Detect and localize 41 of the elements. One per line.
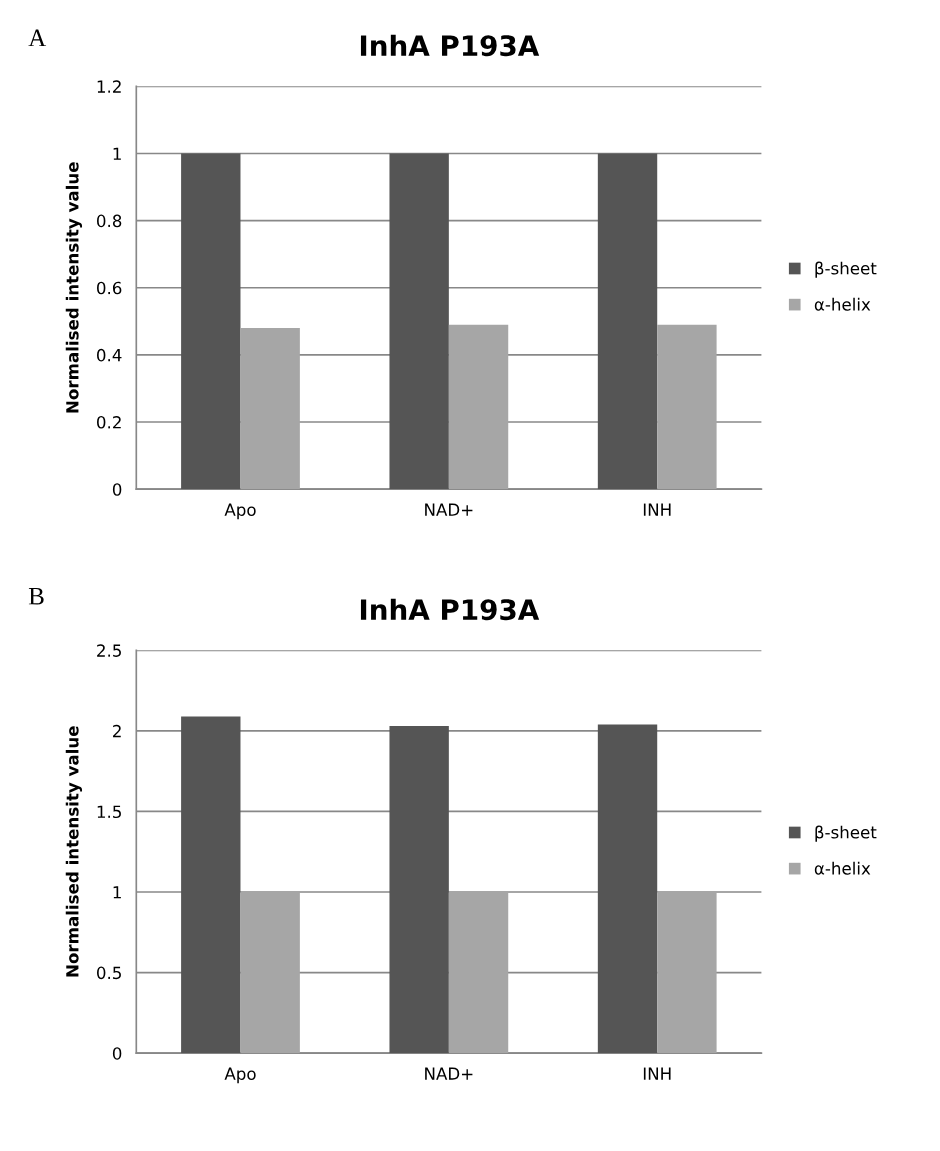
bar: [597, 153, 658, 490]
y-tick-label: 2.5: [97, 644, 121, 657]
y-tick-label: 2: [113, 724, 121, 738]
y-tick-label: 1: [113, 147, 121, 160]
x-tick-label: Apo: [224, 503, 256, 520]
y-tick-label: 0.4: [97, 348, 122, 362]
chart-title: InhA P193A: [360, 34, 540, 57]
y-tick-label: 0: [112, 483, 122, 496]
x-tick-label: Apo: [224, 1067, 256, 1084]
y-tick-label: 0.2: [97, 416, 121, 429]
y-tick-label: 1.5: [97, 805, 121, 819]
bar: [240, 328, 300, 490]
x-tick-label: INH: [643, 1067, 671, 1080]
text: B: [28, 587, 44, 605]
bar: [389, 153, 449, 490]
y-axis-title: Normalised intensity value: [65, 726, 83, 977]
bar: [657, 892, 717, 1054]
bar: [389, 726, 449, 1054]
x-tick-label: NAD+: [425, 1067, 473, 1080]
x-tick-label: NAD+: [425, 503, 473, 516]
legend-label: α-helix: [814, 861, 871, 875]
chart-title: InhA P193A: [360, 598, 540, 621]
text: A: [28, 29, 47, 47]
legend-label: α-helix: [814, 297, 871, 311]
y-tick-label: 0.6: [97, 281, 122, 295]
x-tick-label: INH: [643, 503, 671, 516]
bar: [448, 324, 509, 490]
legend-label: β-sheet: [815, 261, 877, 278]
bar: [657, 324, 717, 490]
legend-label: β-sheet: [815, 825, 877, 842]
bar: [181, 716, 241, 1054]
bar: [597, 724, 658, 1054]
y-tick-label: 0: [112, 1047, 122, 1060]
y-tick-label: 0.8: [97, 214, 122, 228]
bar: [448, 892, 509, 1054]
y-tick-label: 0.5: [97, 966, 121, 980]
y-axis-title: Normalised intensity value: [65, 162, 83, 413]
y-tick-label: 1.2: [97, 80, 121, 93]
y-tick-label: 1: [113, 886, 121, 899]
bar: [240, 892, 300, 1054]
bar: [181, 153, 241, 490]
